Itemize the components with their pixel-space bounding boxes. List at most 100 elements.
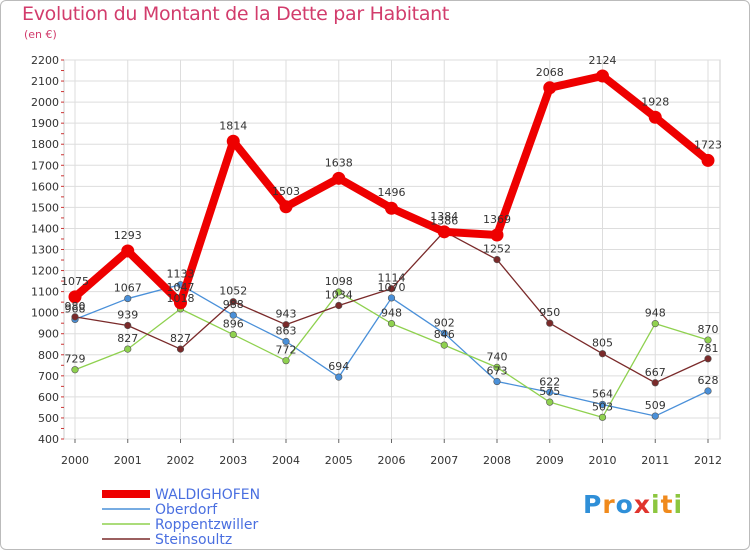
data-label: 740 (487, 350, 508, 363)
legend-label-oberdorf: Oberdorf (155, 502, 218, 518)
data-label: 950 (539, 306, 560, 319)
y-tick-label: 1900 (31, 117, 59, 130)
data-point-steinsoultz (71, 313, 79, 321)
data-point-oberdorf (387, 294, 396, 302)
data-point-roppentzwiller (229, 330, 237, 339)
data-point-waldighofen (437, 225, 451, 239)
data-point-steinsoultz (598, 350, 607, 358)
data-point-roppentzwiller (493, 363, 501, 372)
data-point-oberdorf (229, 311, 237, 319)
data-label: 2068 (536, 66, 564, 79)
data-point-oberdorf (546, 388, 554, 396)
data-point-roppentzwiller (598, 413, 607, 421)
data-label: 939 (117, 309, 138, 322)
y-tick-label: 1800 (31, 138, 59, 151)
logo-letter: r (602, 490, 616, 519)
data-label: 1075 (61, 275, 89, 288)
data-label: 503 (592, 400, 613, 413)
data-point-roppentzwiller (387, 320, 396, 328)
data-point-steinsoultz (651, 379, 659, 387)
data-point-oberdorf (124, 294, 132, 303)
data-label: 772 (276, 344, 297, 357)
data-point-waldighofen (332, 171, 346, 185)
x-tick-label: 2008 (483, 454, 511, 467)
data-label: 667 (645, 366, 666, 379)
data-point-roppentzwiller (651, 320, 659, 328)
data-label: 948 (381, 307, 402, 320)
data-label: 1114 (378, 272, 406, 285)
data-label: 988 (223, 298, 244, 311)
data-label: 729 (65, 353, 86, 366)
data-label: 805 (592, 337, 613, 350)
data-point-oberdorf (598, 400, 607, 409)
logo-letter: P (583, 490, 603, 519)
y-tick-label: 400 (38, 433, 59, 446)
data-label: 628 (698, 374, 719, 387)
data-point-oberdorf (704, 387, 712, 395)
y-tick-label: 1600 (31, 180, 59, 193)
data-point-roppentzwiller (71, 366, 79, 374)
y-tick-label: 800 (38, 349, 59, 362)
data-label: 564 (592, 387, 613, 400)
y-tick-label: 900 (38, 328, 59, 341)
data-label: 846 (434, 328, 455, 341)
data-point-steinsoultz (229, 298, 237, 306)
data-label: 870 (698, 323, 719, 336)
legend-label-steinsoultz: Steinsoultz (155, 532, 232, 548)
y-tick-label: 2000 (31, 96, 59, 109)
data-label: 1503 (272, 185, 300, 198)
data-point-oberdorf (651, 412, 659, 420)
data-label: 781 (698, 342, 719, 355)
data-point-roppentzwiller (704, 336, 712, 344)
data-label: 1034 (325, 289, 353, 302)
data-label: 1384 (430, 210, 458, 223)
data-point-waldighofen (596, 69, 609, 83)
data-point-waldighofen (68, 290, 82, 304)
data-label: 1293 (114, 229, 142, 242)
data-point-waldighofen (279, 200, 293, 214)
data-label: 1814 (219, 119, 247, 132)
data-point-steinsoultz (176, 345, 185, 353)
data-label: 827 (117, 332, 138, 345)
y-tick-label: 2200 (31, 54, 59, 67)
x-tick-label: 2006 (378, 454, 406, 467)
data-label: 1928 (641, 95, 669, 108)
data-label: 575 (539, 385, 560, 398)
data-point-steinsoultz (124, 321, 132, 330)
x-tick-label: 2007 (430, 454, 458, 467)
chart-title: Evolution du Montant de la Dette par Hab… (22, 3, 450, 25)
data-label: 1723 (694, 138, 722, 151)
y-tick-label: 1700 (31, 159, 59, 172)
data-point-waldighofen (174, 296, 187, 310)
data-label: 1067 (114, 282, 142, 295)
logo-letter: i (651, 490, 661, 519)
x-tick-label: 2012 (694, 454, 722, 467)
data-label: 896 (223, 318, 244, 331)
x-tick-label: 2009 (536, 454, 564, 467)
data-point-waldighofen (121, 244, 135, 258)
data-label: 1638 (325, 156, 353, 169)
data-label: 694 (328, 360, 349, 373)
x-tick-label: 2004 (272, 454, 300, 467)
data-label: 827 (170, 332, 191, 345)
data-point-waldighofen (226, 134, 240, 148)
data-point-waldighofen (490, 228, 504, 242)
data-point-steinsoultz (282, 321, 290, 329)
x-tick-label: 2010 (589, 454, 617, 467)
logo-letter: o (615, 490, 634, 519)
data-point-steinsoultz (704, 355, 712, 363)
y-tick-label: 2100 (31, 75, 59, 88)
y-tick-label: 700 (38, 370, 59, 383)
x-tick-label: 2005 (325, 454, 353, 467)
data-label: 1133 (167, 268, 195, 281)
data-label: 948 (645, 307, 666, 320)
y-tick-label: 600 (38, 391, 59, 404)
x-tick-label: 2002 (167, 454, 195, 467)
x-tick-label: 2003 (219, 454, 247, 467)
data-point-roppentzwiller (124, 345, 132, 353)
proxiti-logo: Proxiti (583, 490, 683, 519)
y-tick-label: 1000 (31, 307, 59, 320)
data-label: 1386 (430, 214, 458, 227)
legend-label-roppentzwiller: Roppentzwiller (155, 517, 258, 533)
